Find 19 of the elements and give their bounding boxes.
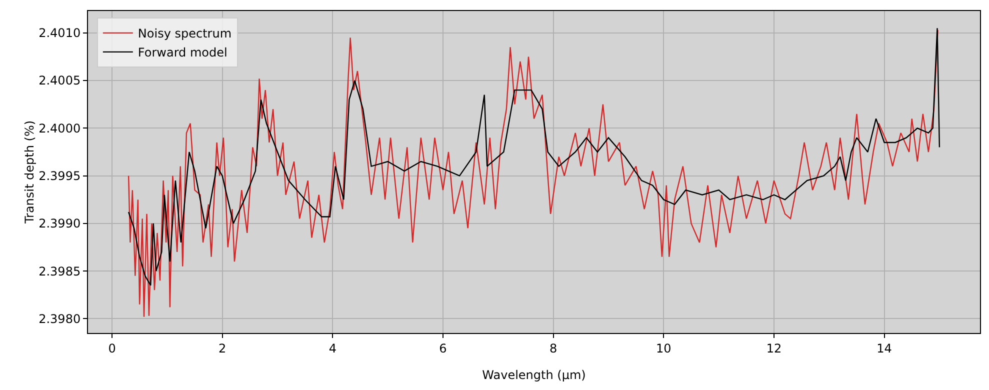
- y-tick-label: 2.3985: [38, 264, 81, 278]
- x-tick-label: 0: [108, 341, 116, 356]
- x-tick-label: 8: [549, 341, 558, 356]
- x-tick-label: 6: [439, 341, 447, 356]
- legend-label: Noisy spectrum: [138, 26, 232, 41]
- y-tick-label: 2.3990: [38, 216, 81, 231]
- x-tick-label: 12: [766, 341, 782, 356]
- y-tick-label: 2.4010: [38, 26, 81, 40]
- y-tick-label: 2.4000: [38, 121, 81, 136]
- x-tick-label: 10: [656, 341, 672, 356]
- x-tick-label: 4: [328, 341, 336, 356]
- legend-label: Forward model: [138, 46, 228, 60]
- y-axis-title: Transit depth (%): [22, 120, 37, 225]
- x-tick-label: 2: [218, 341, 226, 356]
- x-axis-title: Wavelength (μm): [482, 368, 586, 382]
- x-tick-label: 14: [876, 341, 892, 356]
- y-tick-label: 2.4005: [38, 74, 81, 88]
- y-tick-label: 2.3980: [38, 312, 81, 326]
- y-tick-label: 2.3995: [38, 169, 81, 184]
